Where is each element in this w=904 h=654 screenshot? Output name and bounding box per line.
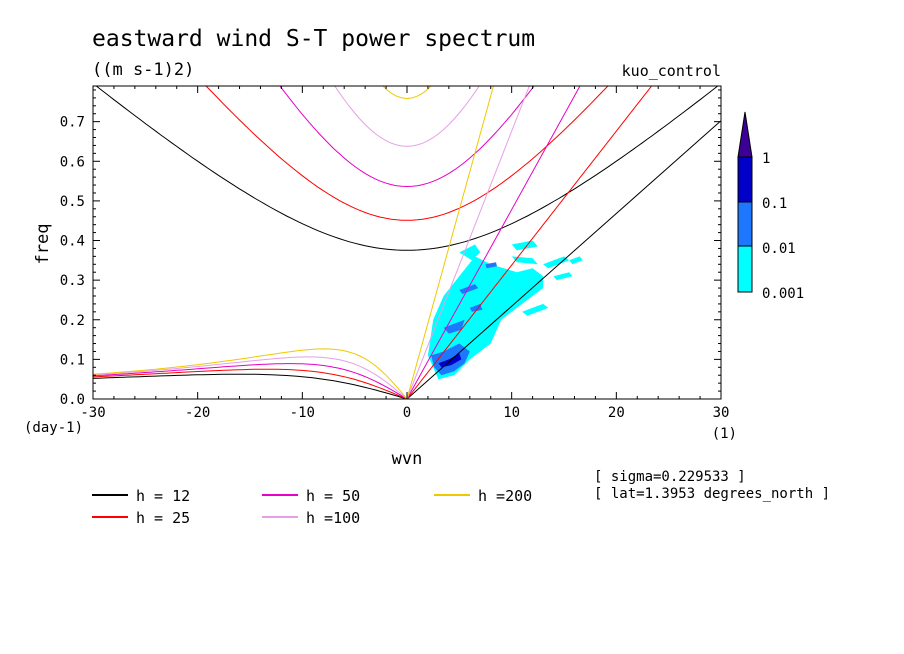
- legend-label-h25: h = 25: [136, 509, 190, 527]
- kelvin-wave-curve-h200: [406, 86, 495, 399]
- axis-ticks: -30 -20 -10 0 10 20 30 0.0 0.1 0.2 0.3 0.4 0.5 0.6 0.7: [60, 86, 730, 421]
- y-tick-label: 0.6: [60, 154, 85, 170]
- x-axis-units: (1): [712, 426, 737, 442]
- x-axis-label: wvn: [392, 449, 423, 469]
- x-tick-label: -20: [185, 405, 210, 421]
- spectrum-patch-1: [459, 244, 481, 261]
- gravity-wave-curve-h12: [95, 86, 719, 251]
- colorbar-label: 0.1: [762, 196, 787, 212]
- dataset-label: kuo_control: [622, 62, 721, 80]
- kelvin-wave-curve-h25: [406, 86, 653, 399]
- rossby-wave-curve-h12: [93, 373, 408, 399]
- y-axis-units: (day-1): [24, 420, 83, 436]
- kelvin-wave-curve-h12: [406, 120, 721, 399]
- gravity-wave-curve-h200: [382, 86, 432, 100]
- x-tick-label: 0: [403, 405, 411, 421]
- colorbar-swatch-1: [737, 201, 753, 247]
- spectrum-patch-2: [511, 240, 538, 251]
- x-tick-label: 30: [713, 405, 730, 421]
- y-tick-label: 0.1: [60, 352, 85, 368]
- colorbar-label: 0.01: [762, 241, 796, 257]
- x-tick-label: 20: [608, 405, 625, 421]
- y-tick-label: 0.4: [60, 234, 85, 250]
- y-tick-label: 0.0: [60, 392, 85, 408]
- x-tick-label: 10: [503, 405, 520, 421]
- legend-label-h100: h =100: [306, 509, 360, 527]
- legend-label-h50: h = 50: [306, 487, 360, 505]
- legend-label-h200: h =200: [478, 487, 532, 505]
- chart-title: eastward wind S-T power spectrum: [92, 26, 535, 52]
- colorbar-swatch-0: [737, 245, 753, 293]
- spectrum-patch-3: [511, 256, 538, 265]
- spectrum-patch-5: [553, 272, 573, 281]
- gravity-wave-curve-h25: [205, 86, 609, 221]
- colorbar-extend-arrow: [737, 111, 753, 158]
- x-tick-label: -10: [290, 405, 315, 421]
- sigma-note: [ sigma=0.229533 ]: [594, 469, 746, 485]
- y-tick-label: 0.2: [60, 313, 85, 329]
- gravity-wave-curve-h50: [279, 86, 535, 188]
- legend: h = 12 h = 25 h = 50 h =100 h =200: [92, 487, 532, 527]
- lat-note: [ lat=1.3953 degrees_north ]: [594, 486, 830, 502]
- spectrum-patch-7: [522, 303, 549, 316]
- legend-label-h12: h = 12: [136, 487, 190, 505]
- x-tick-label: -30: [80, 405, 105, 421]
- spectrum-contours: [427, 240, 583, 380]
- y-axis-label: freq: [33, 224, 53, 265]
- y-tick-label: 0.5: [60, 194, 85, 210]
- chart-subtitle: ((m s-1)2): [92, 60, 194, 80]
- rossby-wave-curve-h25: [93, 368, 408, 399]
- y-tick-label: 0.7: [60, 115, 85, 131]
- y-tick-label: 0.3: [60, 273, 85, 289]
- plot-frame: [92, 85, 722, 400]
- colorbar-label: 0.001: [762, 286, 804, 302]
- spectrum-patch-12: [485, 262, 497, 269]
- rossby-wave-curve-h100: [93, 356, 408, 399]
- gravity-wave-curve-h100: [334, 86, 480, 147]
- kelvin-wave-curve-h100: [406, 86, 530, 399]
- spectrum-patch-6: [569, 256, 583, 265]
- kelvin-wave-curve-h50: [406, 86, 581, 399]
- rossby-wave-curve-h50: [93, 363, 408, 399]
- colorbar-swatch-2: [737, 156, 753, 203]
- colorbar-label: 1: [762, 151, 770, 167]
- dispersion-curves: [93, 86, 721, 399]
- spectrum-patch-4: [543, 256, 570, 269]
- colorbar: 0.001 0.01 0.1 1: [737, 111, 804, 302]
- rossby-wave-curve-h200: [93, 348, 408, 399]
- spectrum-patch-11: [459, 284, 479, 294]
- spectrum-patch-9: [443, 319, 465, 334]
